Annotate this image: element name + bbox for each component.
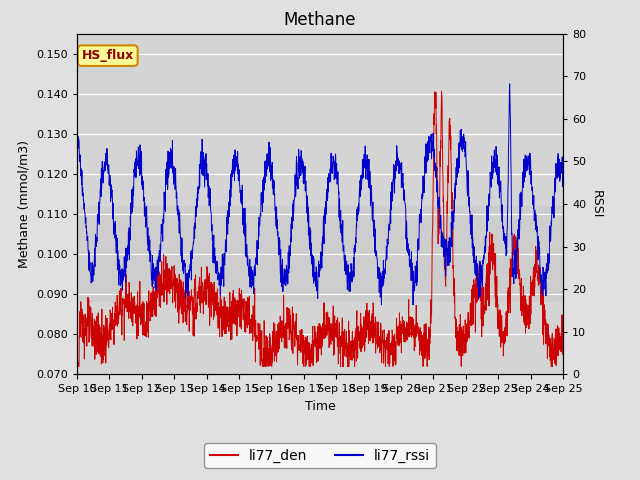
Title: Methane: Methane <box>284 11 356 29</box>
X-axis label: Time: Time <box>305 400 335 413</box>
Bar <box>77 206 563 302</box>
Y-axis label: RSSI: RSSI <box>590 190 603 218</box>
Legend: li77_den, li77_rssi: li77_den, li77_rssi <box>204 443 436 468</box>
Text: HS_flux: HS_flux <box>82 49 134 62</box>
Y-axis label: Methane (mmol/m3): Methane (mmol/m3) <box>17 140 31 268</box>
